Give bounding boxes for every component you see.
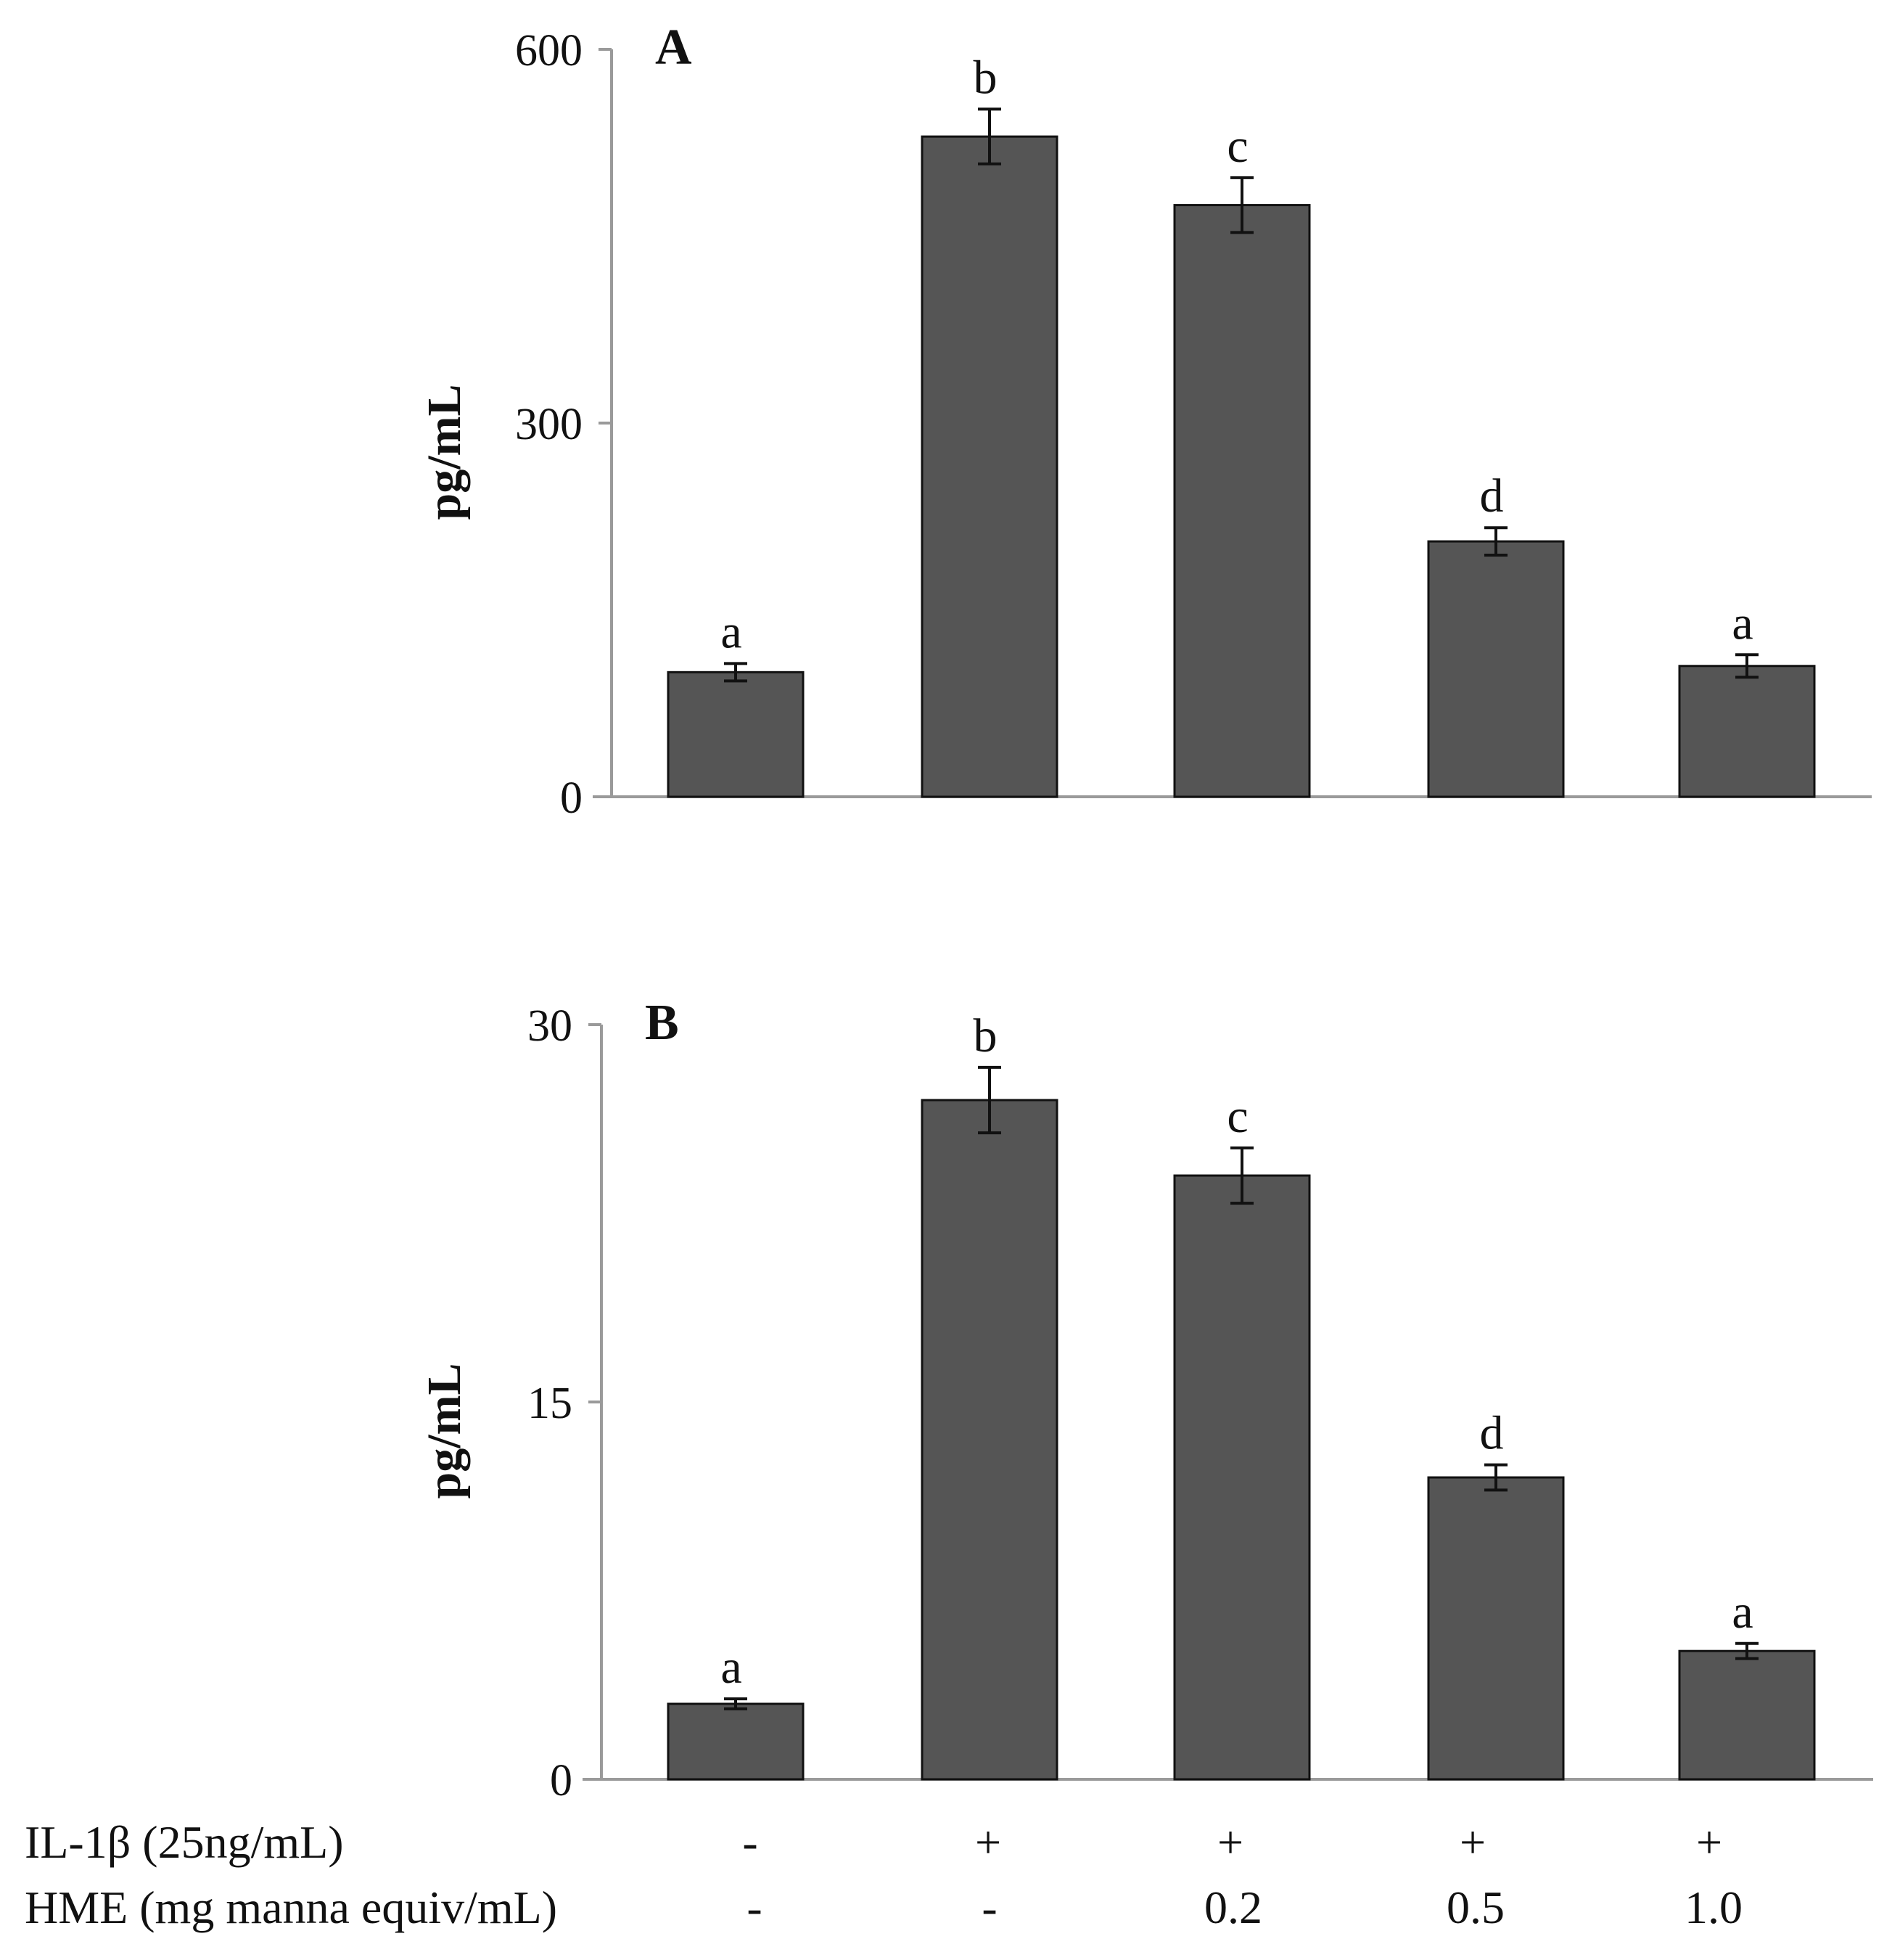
treatment-value: - [742,1816,757,1868]
treatment-value: + [1217,1816,1243,1868]
panel-a: 0 300 600 pg/mL Aa b c d a [418,20,1872,823]
significance-letter: c [1227,1090,1248,1143]
panel-label: A [655,20,692,75]
significance-letter: b [974,51,998,104]
y-axis-label: pg/mL [418,384,471,520]
treatment-value: 1.0 [1685,1882,1743,1933]
bar [1173,204,1311,798]
significance-letter: d [1480,1407,1504,1460]
bar [667,1702,805,1781]
significance-letter: c [1227,120,1248,173]
panel-label: B [645,995,679,1051]
treatment-value: + [1460,1816,1486,1868]
y-axis-label: pg/mL [418,1363,471,1498]
treatment-value: + [975,1816,1001,1868]
bar [1678,1649,1816,1781]
bar [1678,665,1816,798]
significance-letter: b [974,1009,998,1062]
significance-letter: a [720,1641,741,1694]
significance-letter: a [1732,596,1753,649]
significance-letter: d [1480,470,1504,522]
treatment-row-label: HME (mg manna equiv/mL) [25,1882,557,1933]
significance-letter: a [720,605,741,658]
treatment-value: - [747,1882,762,1933]
y-tick-label: 30 [527,1001,572,1051]
bar [921,135,1058,798]
bar [1427,1476,1565,1781]
y-tick-label: 0 [550,1756,572,1805]
y-tick-label: 15 [527,1379,572,1428]
treatment-value: - [982,1882,997,1933]
treatment-value: 0.5 [1447,1882,1505,1933]
bar [667,671,805,798]
bar [1173,1174,1311,1781]
significance-letter: a [1732,1586,1753,1639]
treatment-value: + [1696,1816,1722,1868]
bar [921,1099,1058,1781]
y-tick-label: 0 [560,774,583,823]
y-tick-label: 600 [515,26,583,75]
treatment-table: IL-1β (25ng/mL) - + + + + HME (mg manna equiv/… [25,1816,1743,1933]
panel-b: 0 15 30 pg/mL Ba b c d a [418,995,1873,1805]
treatment-value: 0.2 [1204,1882,1262,1933]
bar [1427,540,1565,798]
y-tick-label: 300 [515,400,583,449]
treatment-row-label: IL-1β (25ng/mL) [25,1816,344,1868]
